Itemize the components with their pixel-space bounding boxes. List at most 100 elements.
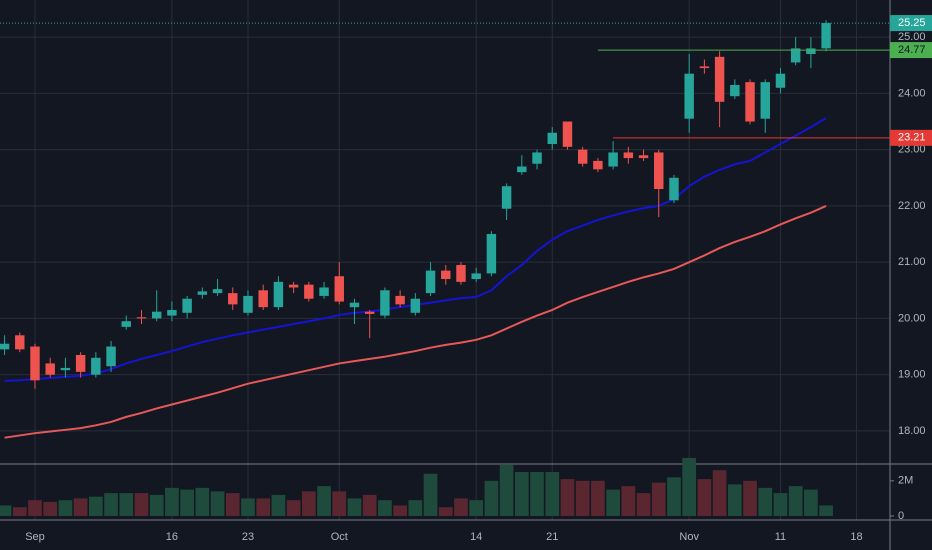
candle-body <box>258 290 268 308</box>
candle-body <box>623 152 634 159</box>
volume-bar <box>575 480 590 516</box>
candle-body <box>212 289 223 294</box>
candle-body <box>395 295 405 305</box>
volume-bar <box>286 500 301 516</box>
volume-bar <box>241 498 255 516</box>
x-tick-label: 18 <box>850 531 862 543</box>
candle-body <box>517 166 527 173</box>
candle-body <box>760 82 770 119</box>
candle-body <box>532 152 542 164</box>
candle-body <box>167 309 177 316</box>
volume-bar <box>180 489 194 516</box>
candle-body <box>486 234 497 274</box>
candle-body <box>745 82 755 122</box>
volume-bar <box>89 496 103 516</box>
volume-bar <box>788 486 803 516</box>
volume-bar <box>804 489 818 516</box>
volume-bar <box>43 501 58 516</box>
volume-bar <box>667 477 681 516</box>
candle-body <box>456 264 466 282</box>
volume-bar <box>621 486 636 516</box>
candle-body <box>790 48 801 63</box>
x-tick-label: 21 <box>546 531 558 543</box>
y-tick-label: 21.00 <box>898 256 926 268</box>
y-tick-label: 20.00 <box>898 312 926 324</box>
volume-bar <box>58 500 73 516</box>
volume-bar <box>149 494 164 516</box>
volume-bar <box>317 486 331 516</box>
candle-body <box>349 302 360 308</box>
volume-bar <box>499 465 514 516</box>
candle-body <box>106 346 116 367</box>
candle-body <box>425 270 436 294</box>
candle-body <box>730 84 740 97</box>
candle-body <box>319 287 329 296</box>
volume-bar <box>773 493 788 516</box>
candle-body <box>45 363 55 375</box>
candle-body <box>821 23 831 49</box>
candle-body <box>91 357 101 375</box>
volume-tick-label: 0 <box>898 510 904 522</box>
volume-bar <box>408 500 423 516</box>
candle-body <box>608 152 618 167</box>
candle-body <box>197 291 208 295</box>
candle-body <box>273 281 284 308</box>
x-tick-label: 16 <box>166 531 178 543</box>
volume-bar <box>104 493 118 516</box>
level-label: 23.21 <box>898 132 926 144</box>
x-tick-label: 14 <box>470 531 482 543</box>
volume-bar <box>165 487 179 516</box>
moving-average-line <box>4 204 827 439</box>
volume-bar <box>514 472 529 516</box>
volume-bar <box>438 507 453 516</box>
candle-body <box>121 321 131 327</box>
candle-body <box>151 311 162 319</box>
volume-bar <box>423 473 438 516</box>
candle-body <box>364 311 375 314</box>
candle-body <box>547 132 557 145</box>
volume-bar <box>484 480 499 516</box>
candle-body <box>304 284 314 299</box>
y-tick-label: 22.00 <box>898 200 926 212</box>
candle-body <box>699 66 710 69</box>
volume-bar <box>347 498 362 516</box>
y-tick-label: 19.00 <box>898 369 926 381</box>
candle-body <box>228 293 238 305</box>
level-label-box <box>890 129 932 146</box>
volume-bar <box>454 498 468 516</box>
candle-body <box>669 177 679 201</box>
volume-bar <box>134 493 149 516</box>
volume-bar <box>210 491 225 516</box>
candle-body <box>0 343 10 350</box>
y-tick-label: 25.00 <box>898 31 926 43</box>
candle-body <box>654 152 664 190</box>
volume-bar <box>727 484 742 516</box>
volume-bar <box>256 498 271 516</box>
volume-bar <box>28 500 42 516</box>
last-price-box <box>890 15 932 32</box>
volume-bar <box>606 489 620 516</box>
volume-tick-label: 2M <box>898 475 913 487</box>
candle-body <box>380 290 390 316</box>
volume-bar <box>12 507 27 516</box>
y-tick-label: 18.00 <box>898 425 926 437</box>
candle-body <box>288 284 299 288</box>
volume-bar <box>469 500 484 516</box>
candle-body <box>501 186 512 209</box>
volume-bar <box>119 493 134 516</box>
level-label-box <box>890 42 932 59</box>
volume-bar <box>682 457 697 516</box>
candle-body <box>182 298 192 313</box>
y-tick-label: 24.00 <box>898 87 926 99</box>
candle-body <box>75 354 86 372</box>
volume-bar <box>271 494 286 516</box>
volume-bar <box>195 487 210 516</box>
x-tick-label: Oct <box>331 531 348 543</box>
volume-bar <box>0 505 12 516</box>
volume-bar <box>301 491 316 516</box>
volume-bar <box>393 505 407 516</box>
x-tick-label: Nov <box>679 531 699 543</box>
candle-body <box>684 73 694 119</box>
volume-bar <box>530 472 544 516</box>
candle-body <box>334 276 344 302</box>
